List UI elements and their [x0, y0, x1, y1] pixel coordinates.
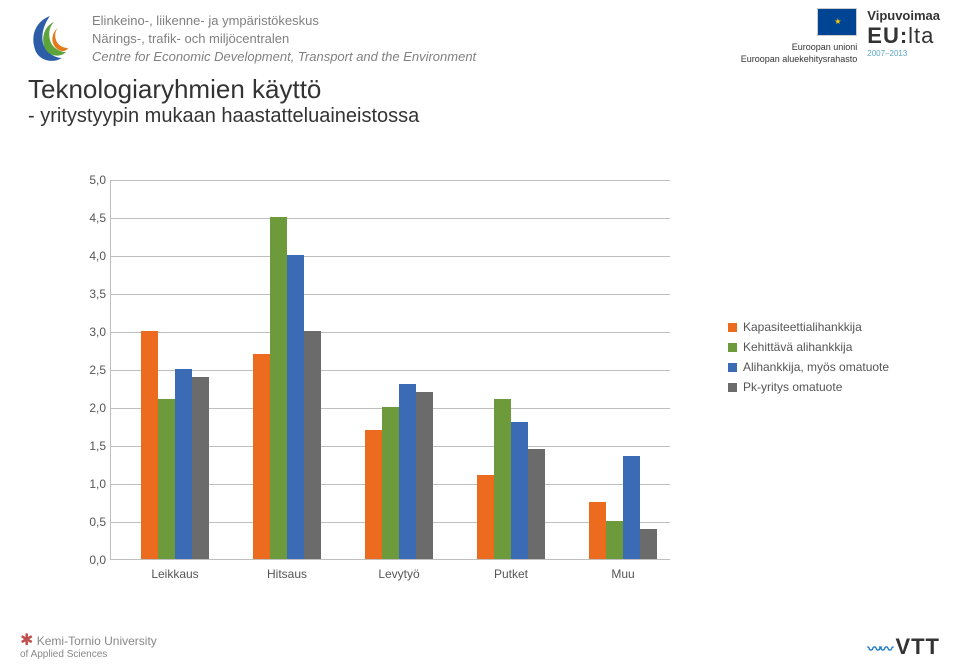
y-tick-label: 1,0 [70, 477, 106, 491]
vtt-text: VTT [895, 634, 940, 659]
legend-item: Alihankkija, myös omatuote [728, 360, 889, 374]
legend-swatch [728, 343, 737, 352]
legend-label: Alihankkija, myös omatuote [743, 360, 889, 374]
bar [511, 422, 528, 559]
plot-area: LeikkausHitsausLevytyöPutketMuu [110, 180, 670, 560]
grid-line [111, 256, 670, 257]
org-line-en: Centre for Economic Development, Transpo… [92, 48, 476, 66]
bar [175, 369, 192, 559]
kemi-mark-icon: ✱ [20, 632, 33, 649]
bar [494, 399, 511, 559]
x-tick-label: Levytyö [378, 567, 419, 581]
kemi-tornio-logo: ✱ Kemi-Tornio University of Applied Scie… [20, 633, 157, 660]
vipuvoimaa-block: Vipuvoimaa EU:lta 2007–2013 [867, 8, 940, 58]
bar [192, 377, 209, 559]
grid-line [111, 218, 670, 219]
bar [287, 255, 304, 559]
bar [606, 521, 623, 559]
vipu-years: 2007–2013 [867, 49, 940, 58]
x-tick-label: Muu [611, 567, 634, 581]
bar [253, 354, 270, 559]
eu-flag-icon [817, 8, 857, 36]
vipu-eu: EU:lta [867, 23, 940, 49]
y-tick-label: 2,5 [70, 363, 106, 377]
x-tick-label: Putket [494, 567, 528, 581]
legend-item: Kapasiteettialihankkija [728, 320, 889, 334]
legend-swatch [728, 323, 737, 332]
bar [382, 407, 399, 559]
legend: Kapasiteettialihankkija Kehittävä alihank… [728, 320, 889, 400]
vipu-eu-bold: EU: [867, 23, 908, 48]
legend-label: Kehittävä alihankkija [743, 340, 852, 354]
x-tick-label: Hitsaus [267, 567, 307, 581]
legend-label: Pk-yritys omatuote [743, 380, 842, 394]
eu-text2: Euroopan aluekehitysrahasto [741, 55, 858, 65]
legend-item: Kehittävä alihankkija [728, 340, 889, 354]
bar [270, 217, 287, 559]
kemi-line1: Kemi-Tornio University [37, 634, 157, 648]
grid-line [111, 294, 670, 295]
bar [623, 456, 640, 559]
org-line-sv: Närings-, trafik- och miljöcentralen [92, 30, 476, 48]
y-tick-label: 0,0 [70, 553, 106, 567]
legend-label: Kapasiteettialihankkija [743, 320, 862, 334]
y-tick-label: 2,0 [70, 401, 106, 415]
ely-logo [20, 8, 80, 68]
eu-block: Euroopan unioni Euroopan aluekehitysraha… [741, 8, 858, 65]
y-tick-label: 4,5 [70, 211, 106, 225]
org-line-fi: Elinkeino-, liikenne- ja ympäristökeskus [92, 12, 476, 30]
bar [399, 384, 416, 559]
bar [589, 502, 606, 559]
bar [158, 399, 175, 559]
bar [416, 392, 433, 559]
grid-line [111, 180, 670, 181]
bar [304, 331, 321, 559]
org-text-block: Elinkeino-, liikenne- ja ympäristökeskus… [92, 12, 476, 67]
vtt-waves-icon: 〰〰 [867, 641, 891, 657]
page-title: Teknologiaryhmien käyttö [28, 74, 960, 105]
footer: ✱ Kemi-Tornio University of Applied Scie… [20, 633, 940, 660]
kemi-line2: of Applied Sciences [20, 650, 157, 661]
header: Elinkeino-, liikenne- ja ympäristökeskus… [0, 0, 960, 68]
y-tick-label: 3,5 [70, 287, 106, 301]
header-right: Euroopan unioni Euroopan aluekehitysraha… [741, 8, 940, 65]
vipu-title: Vipuvoimaa [867, 8, 940, 23]
chart: 0,0 0,5 1,0 1,5 2,0 2,5 3,0 3,5 4,0 4,5 5,0 Leikka… [70, 170, 710, 590]
y-tick-label: 1,5 [70, 439, 106, 453]
legend-swatch [728, 383, 737, 392]
y-tick-label: 0,5 [70, 515, 106, 529]
bar [528, 449, 545, 559]
y-tick-label: 5,0 [70, 173, 106, 187]
x-tick-label: Leikkaus [151, 567, 198, 581]
grid-line [111, 370, 670, 371]
eu-text1: Euroopan unioni [741, 43, 858, 53]
y-tick-label: 3,0 [70, 325, 106, 339]
y-tick-label: 4,0 [70, 249, 106, 263]
title-block: Teknologiaryhmien käyttö - yritystyypin … [0, 68, 960, 128]
bar [365, 430, 382, 559]
bar [141, 331, 158, 559]
page-subtitle: - yritystyypin mukaan haastatteluaineist… [28, 105, 960, 128]
grid-line [111, 332, 670, 333]
vipu-eu-suffix: lta [908, 23, 934, 48]
bar [477, 475, 494, 559]
legend-item: Pk-yritys omatuote [728, 380, 889, 394]
legend-swatch [728, 363, 737, 372]
bar [640, 529, 657, 559]
vtt-logo: 〰〰VTT [867, 634, 940, 660]
